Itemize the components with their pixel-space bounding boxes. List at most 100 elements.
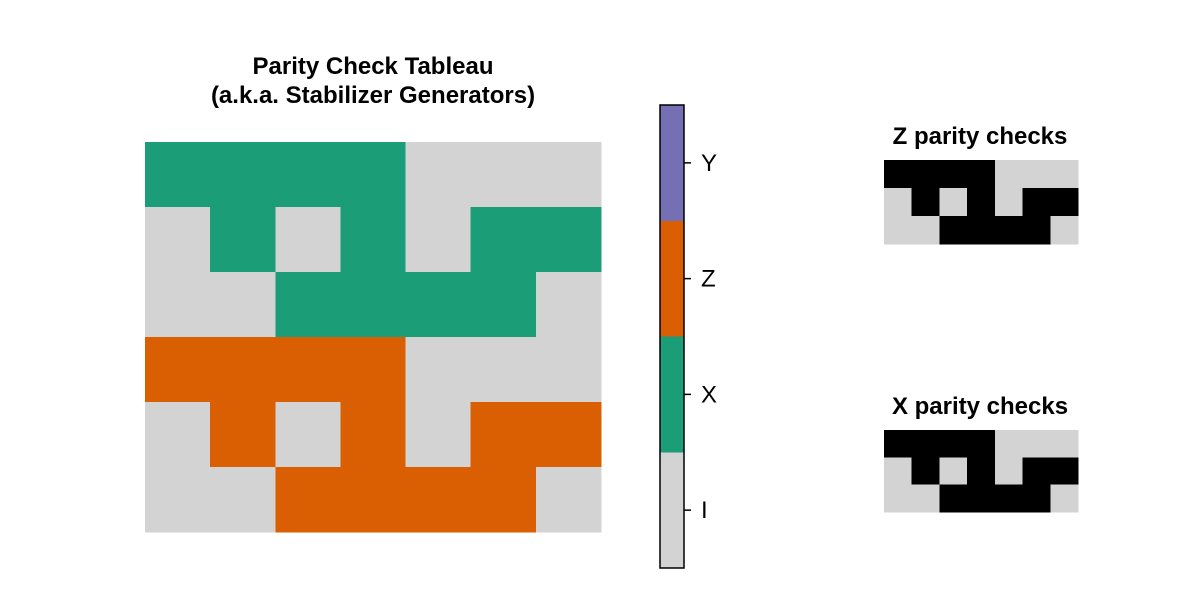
tableau-cell-r0-c1 xyxy=(210,142,276,208)
tableau-title-line2: (a.k.a. Stabilizer Generators) xyxy=(210,82,536,109)
z-checks-cell-r0-c0 xyxy=(884,160,913,189)
tableau-cell-r5-c3 xyxy=(340,467,407,533)
tableau-cell-r2-c2 xyxy=(275,272,342,338)
tableau-cell-r0-c3 xyxy=(340,142,407,208)
tableau-cell-r1-c3 xyxy=(340,207,407,273)
tableau-title-line1: Parity Check Tableau xyxy=(252,53,494,80)
tableau-cell-r5-c2 xyxy=(275,467,342,533)
tableau-cell-r1-c5 xyxy=(470,207,537,273)
z-checks-cell-r2-c1 xyxy=(911,216,941,245)
tableau-cell-r1-c6 xyxy=(535,207,602,273)
z-checks-cell-r2-c3 xyxy=(967,216,996,245)
colorbar-label-y: Y xyxy=(701,150,717,177)
tableau-cell-r4-c6 xyxy=(535,402,602,468)
z-checks-cell-r2-c6 xyxy=(1050,216,1079,245)
colorbar-segment-x xyxy=(660,336,684,453)
z-checks-cell-r0-c3 xyxy=(967,160,996,189)
tableau-cell-r4-c2 xyxy=(275,402,342,468)
tableau-cell-r3-c4 xyxy=(405,337,472,403)
x-checks-cell-r0-c1 xyxy=(911,430,941,458)
x-checks-cell-r1-c2 xyxy=(939,457,968,486)
x-checks-heatmap xyxy=(884,430,1079,513)
x-checks-cell-r0-c6 xyxy=(1050,430,1079,458)
z-checks-cell-r0-c2 xyxy=(939,160,968,189)
colorbar-frame xyxy=(659,104,685,569)
tableau-cell-r2-c0 xyxy=(145,272,211,338)
tableau-cell-r1-c4 xyxy=(405,207,472,273)
tableau-heatmap xyxy=(145,142,602,533)
tableau-cell-r4-c1 xyxy=(210,402,276,468)
tableau-cell-r2-c3 xyxy=(340,272,407,338)
x-checks-cell-r0-c2 xyxy=(939,430,968,458)
colorbar-label-z: Z xyxy=(701,266,716,293)
x-checks-cell-r1-c5 xyxy=(1022,457,1051,486)
tableau-cell-r1-c1 xyxy=(210,207,276,273)
x-checks-cell-r2-c0 xyxy=(884,484,913,513)
tableau-cell-r0-c2 xyxy=(275,142,342,208)
tableau-cell-r5-c5 xyxy=(470,467,537,533)
tableau-cell-r1-c0 xyxy=(145,207,211,273)
z-checks-cell-r1-c1 xyxy=(911,188,941,217)
colorbar-label-x: X xyxy=(701,381,717,408)
tableau-cell-r2-c1 xyxy=(210,272,276,338)
x-checks-cell-r1-c3 xyxy=(967,457,996,486)
z-checks-cell-r2-c4 xyxy=(994,216,1024,245)
tableau-cell-r1-c2 xyxy=(275,207,342,273)
z-checks-title: Z parity checks xyxy=(892,123,1068,150)
colorbar-segment-z xyxy=(660,220,684,337)
x-checks-cell-r2-c2 xyxy=(939,484,968,513)
tableau-cell-r2-c4 xyxy=(405,272,472,338)
tableau-cell-r5-c4 xyxy=(405,467,472,533)
z-checks-cell-r1-c4 xyxy=(994,188,1024,217)
tableau-cell-r2-c5 xyxy=(470,272,537,338)
x-checks-cell-r1-c6 xyxy=(1050,457,1079,486)
z-checks-cell-r2-c0 xyxy=(884,216,913,245)
x-checks-cell-r2-c6 xyxy=(1050,484,1079,513)
z-checks-cell-r0-c5 xyxy=(1022,160,1051,189)
tableau-cell-r3-c6 xyxy=(535,337,602,403)
z-checks-cell-r2-c5 xyxy=(1022,216,1051,245)
tableau-cell-r4-c0 xyxy=(145,402,211,468)
tableau-cell-r0-c5 xyxy=(470,142,537,208)
x-checks-cell-r0-c3 xyxy=(967,430,996,458)
tableau-cell-r0-c6 xyxy=(535,142,602,208)
tableau-cell-r3-c2 xyxy=(275,337,342,403)
z-checks-cell-r1-c6 xyxy=(1050,188,1079,217)
tableau-cell-r5-c6 xyxy=(535,467,602,533)
colorbar: Y Z X I xyxy=(659,104,717,569)
x-checks-cell-r0-c0 xyxy=(884,430,913,458)
x-checks-title: X parity checks xyxy=(891,393,1069,420)
tableau-cell-r5-c0 xyxy=(145,467,211,533)
z-checks-cell-r1-c5 xyxy=(1022,188,1051,217)
z-checks-cell-r1-c0 xyxy=(884,188,913,217)
tableau-cell-r4-c5 xyxy=(470,402,537,468)
colorbar-segment-y xyxy=(660,105,684,222)
x-checks-cell-r2-c4 xyxy=(994,484,1024,513)
colorbar-label-i: I xyxy=(701,497,708,524)
x-checks-cell-r1-c0 xyxy=(884,457,913,486)
tableau-cell-r5-c1 xyxy=(210,467,276,533)
x-checks-cell-r2-c3 xyxy=(967,484,996,513)
x-checks-cell-r1-c4 xyxy=(994,457,1024,486)
tableau-cell-r0-c4 xyxy=(405,142,472,208)
z-checks-cell-r0-c4 xyxy=(994,160,1024,189)
z-checks-cell-r0-c1 xyxy=(911,160,941,189)
x-checks-cell-r2-c1 xyxy=(911,484,941,513)
tableau-cell-r3-c1 xyxy=(210,337,276,403)
tableau-cell-r4-c3 xyxy=(340,402,407,468)
z-checks-cell-r1-c3 xyxy=(967,188,996,217)
tableau-cell-r4-c4 xyxy=(405,402,472,468)
x-checks-cell-r2-c5 xyxy=(1022,484,1051,513)
tableau-cell-r3-c3 xyxy=(340,337,407,403)
z-checks-cell-r1-c2 xyxy=(939,188,968,217)
z-checks-heatmap xyxy=(884,160,1079,245)
z-checks-cell-r2-c2 xyxy=(939,216,968,245)
x-checks-cell-r0-c4 xyxy=(994,430,1024,458)
tableau-cell-r0-c0 xyxy=(145,142,211,208)
tableau-cell-r3-c0 xyxy=(145,337,211,403)
colorbar-segment-i xyxy=(660,452,684,569)
z-checks-cell-r0-c6 xyxy=(1050,160,1079,189)
tableau-cell-r2-c6 xyxy=(535,272,602,338)
x-checks-cell-r1-c1 xyxy=(911,457,941,486)
